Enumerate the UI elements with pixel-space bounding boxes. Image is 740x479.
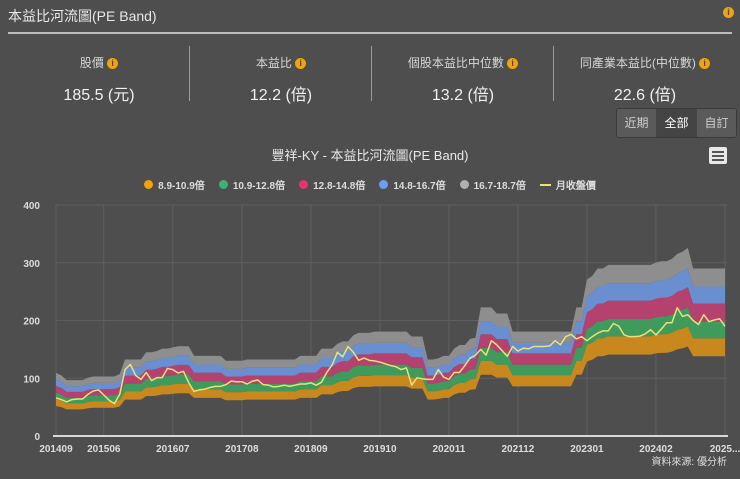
- legend-label: 12.8-14.8倍: [313, 181, 366, 192]
- data-source: 資料來源: 優分析: [651, 457, 727, 468]
- pe-band-3: [56, 287, 725, 398]
- legend-item[interactable]: 12.8-14.8倍: [299, 177, 365, 192]
- stat-value: 185.5 (元): [63, 87, 135, 104]
- range-button-group: 近期 全部 自訂: [616, 108, 737, 138]
- y-tick-label: 400: [23, 201, 40, 212]
- legend-dot-icon: [379, 180, 389, 189]
- divider: [553, 46, 554, 101]
- range-recent-button[interactable]: 近期: [617, 109, 657, 137]
- pe-band-2: [56, 307, 725, 404]
- legend-dot-icon: [459, 180, 469, 189]
- legend-item[interactable]: 月收盤價: [539, 177, 596, 192]
- stat-pe-median: 個股本益比中位數 i 13.2 (倍): [372, 48, 554, 104]
- stat-value: 22.6 (倍): [613, 87, 677, 104]
- x-tick-label: 201708: [225, 444, 259, 455]
- stat-label: 股價: [79, 56, 104, 70]
- x-tick-label: 202112: [502, 444, 535, 455]
- stat-industry-pe: 同產業本益比(中位數) i 22.6 (倍): [554, 48, 736, 104]
- legend-item[interactable]: 16.7-18.7倍: [459, 177, 526, 192]
- x-tick-label: 201910: [363, 444, 397, 455]
- info-icon[interactable]: i: [107, 58, 119, 70]
- info-icon[interactable]: i: [723, 7, 734, 18]
- legend-dot-icon: [218, 180, 228, 189]
- legend-item[interactable]: 14.8-16.7倍: [379, 177, 446, 192]
- y-tick-label: 300: [23, 259, 40, 270]
- chart-title: 豐祥-KY - 本益比河流圖(PE Band): [271, 148, 469, 163]
- page-title: 本益比河流圖(PE Band): [8, 8, 157, 24]
- stat-value: 12.2 (倍): [249, 87, 313, 104]
- y-tick-label: 0: [34, 432, 40, 443]
- legend-label: 月收盤價: [555, 181, 596, 192]
- legend-label: 14.8-16.7倍: [393, 181, 446, 192]
- x-tick-label: 201607: [156, 444, 190, 455]
- info-icon[interactable]: i: [699, 58, 711, 70]
- pe-band-4: [56, 268, 725, 392]
- x-tick-label: 202011: [432, 444, 465, 455]
- range-custom-button[interactable]: 自訂: [697, 109, 736, 137]
- divider: [371, 46, 372, 101]
- legend-line-icon: [539, 183, 551, 186]
- pe-band-1: [56, 326, 725, 410]
- legend-label: 8.9-10.9倍: [158, 181, 205, 192]
- divider: [8, 32, 732, 34]
- stat-label: 本益比: [255, 56, 292, 70]
- legend-label: 16.7-18.7倍: [473, 181, 526, 192]
- info-icon[interactable]: i: [295, 58, 307, 70]
- legend-label: 10.9-12.8倍: [232, 181, 286, 192]
- x-tick-label: 201809: [294, 444, 328, 455]
- stat-pe: 本益比 i 12.2 (倍): [190, 48, 372, 104]
- y-tick-label: 200: [23, 317, 40, 328]
- legend-item[interactable]: 10.9-12.8倍: [218, 177, 286, 192]
- divider: [189, 46, 190, 101]
- stat-price: 股價 i 185.5 (元): [8, 48, 190, 104]
- pe-band-5: [56, 247, 725, 387]
- stat-label: 同產業本益比(中位數): [579, 56, 696, 70]
- x-tick-label: 201506: [87, 444, 121, 455]
- legend-item[interactable]: 8.9-10.9倍: [144, 177, 205, 192]
- monthly-close-line: [55, 307, 726, 405]
- stat-value: 13.2 (倍): [431, 87, 495, 104]
- stat-label: 個股本益比中位數: [407, 56, 504, 70]
- legend-dot-icon: [299, 180, 309, 189]
- info-icon[interactable]: i: [507, 58, 519, 70]
- legend-dot-icon: [144, 180, 154, 189]
- range-all-button[interactable]: 全部: [657, 109, 697, 137]
- x-tick-label: 201409: [39, 444, 73, 455]
- hamburger-menu-icon[interactable]: [709, 147, 727, 164]
- chart-legend: 8.9-10.9倍 10.9-12.8倍 12.8-14.8倍 14.8-16.…: [0, 177, 740, 192]
- x-tick-label: 202301: [570, 444, 604, 455]
- y-tick-label: 100: [23, 374, 40, 385]
